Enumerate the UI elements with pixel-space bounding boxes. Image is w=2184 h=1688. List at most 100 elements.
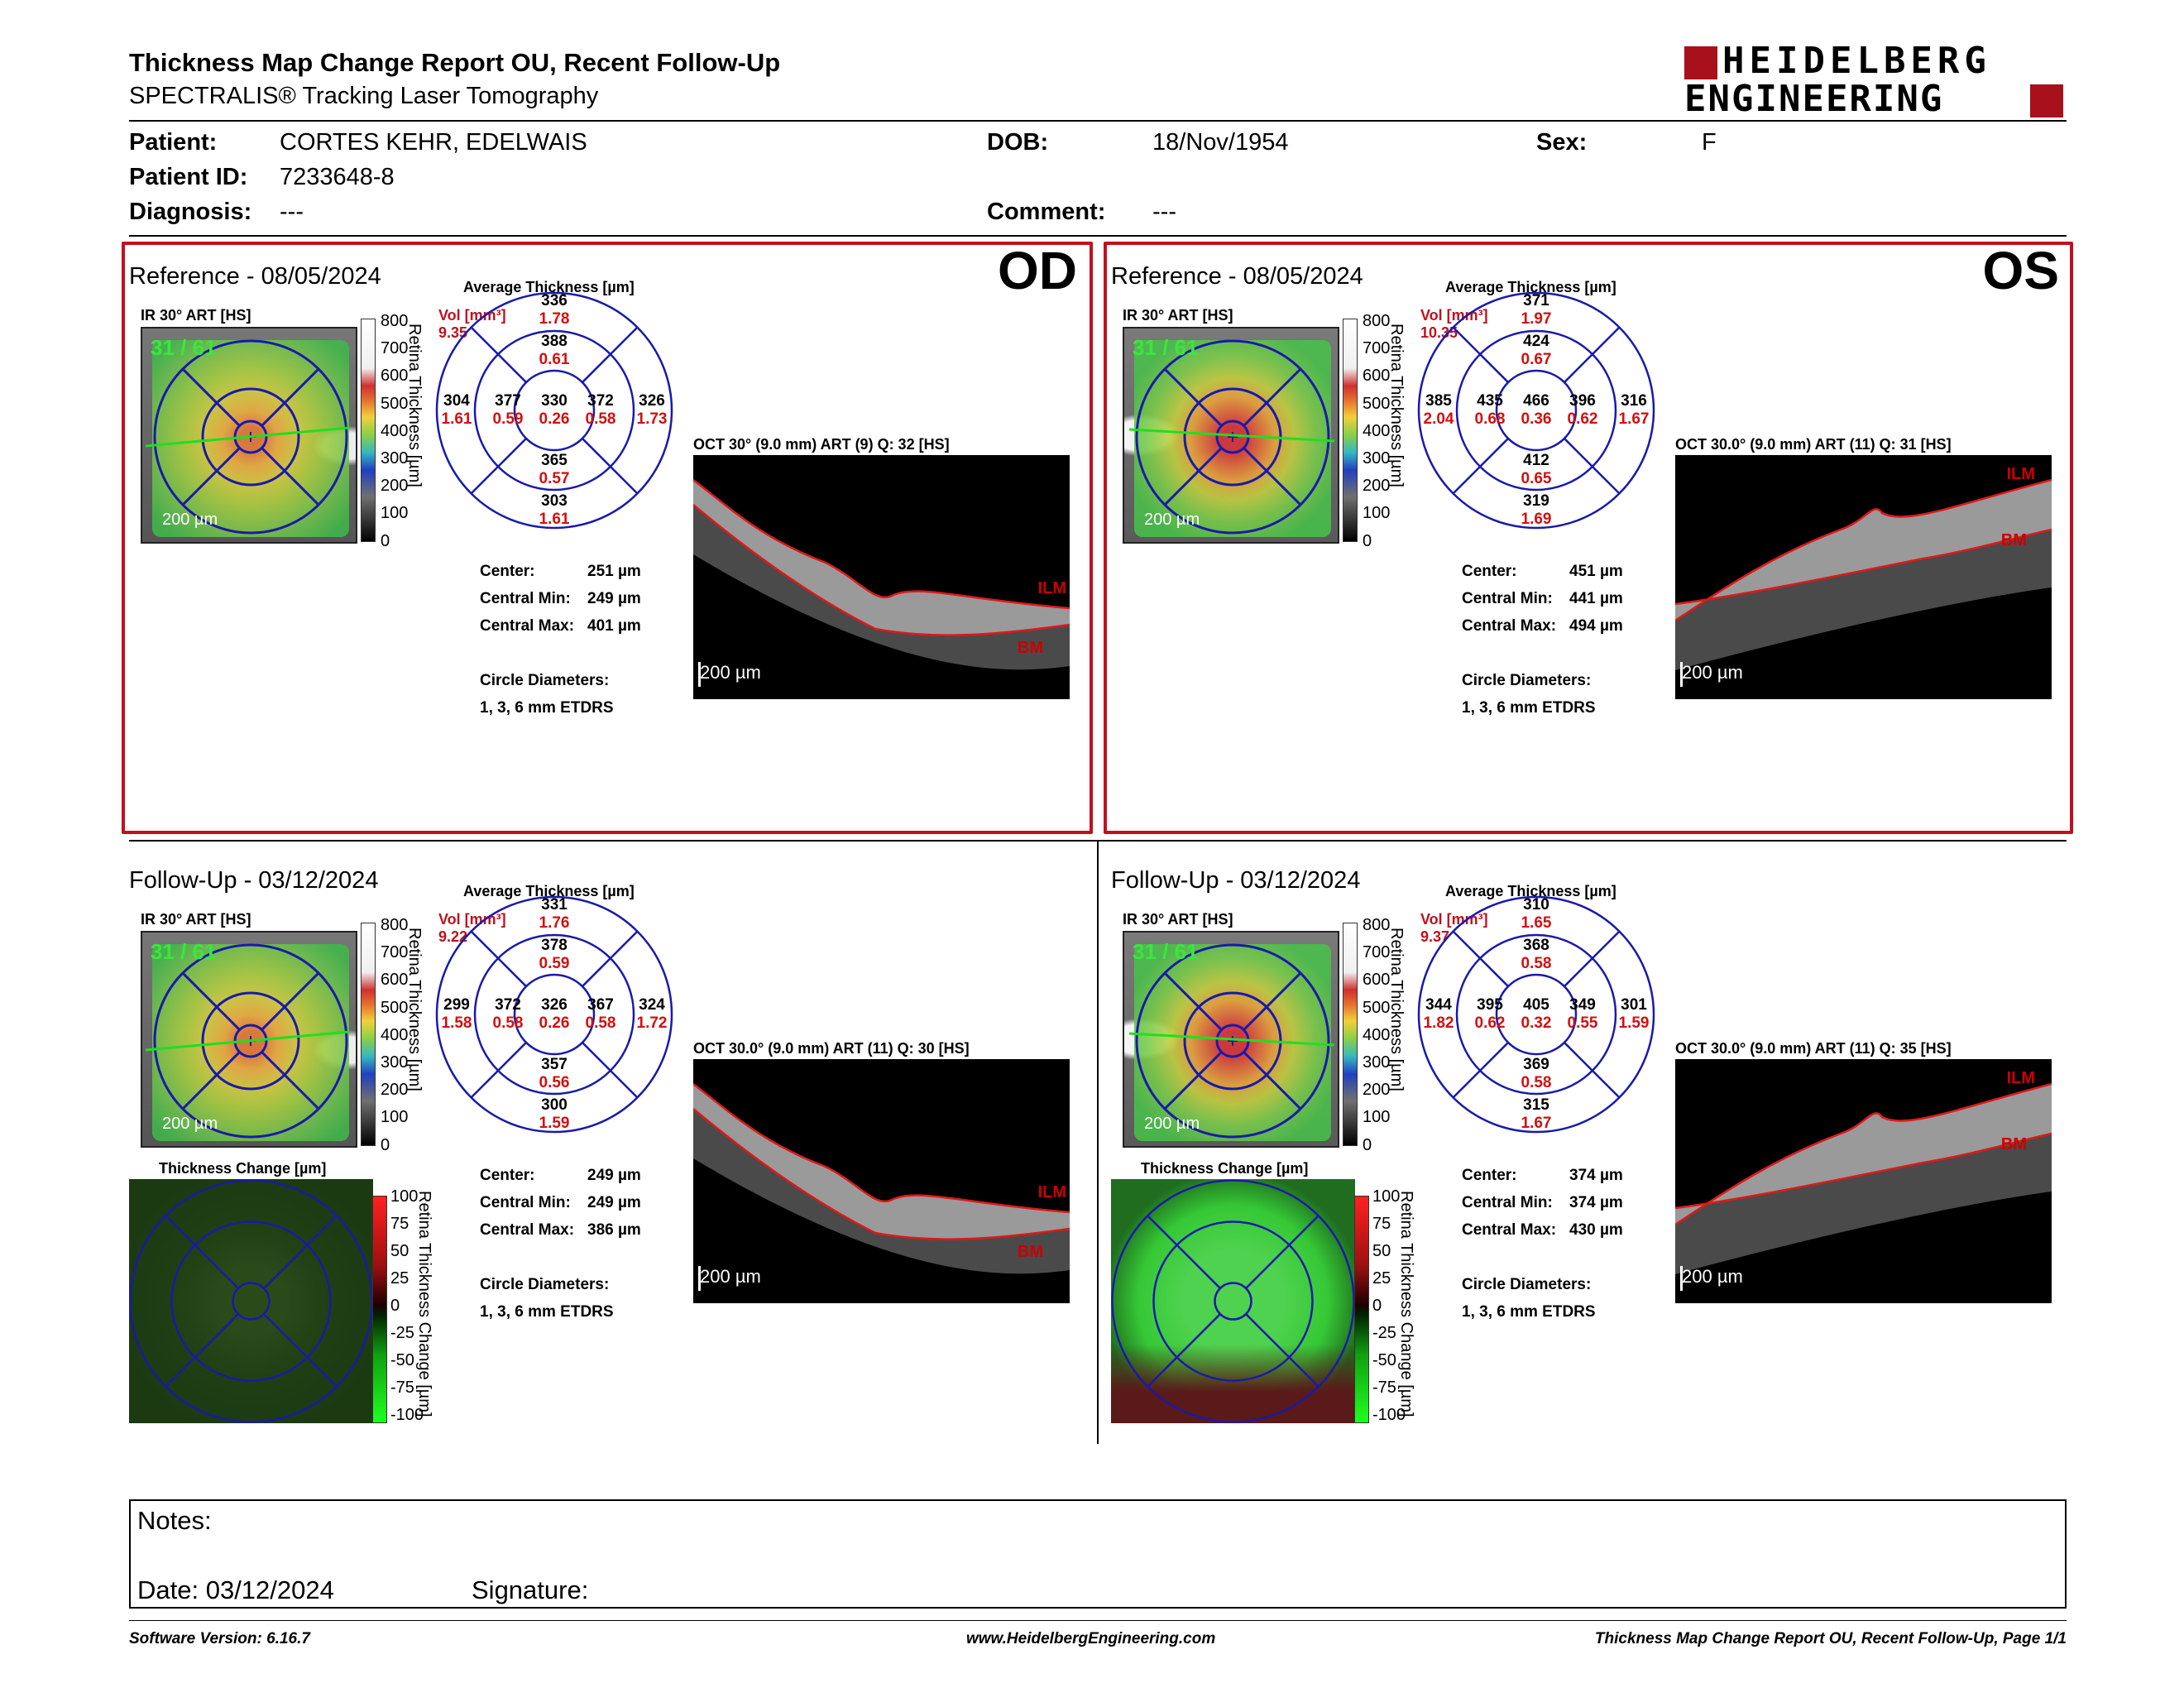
sector-volume: 1.78 xyxy=(539,310,570,328)
sector-thickness: 299 xyxy=(443,996,470,1014)
colorbar-tick: 800 xyxy=(1363,916,1391,934)
central-max-label: Central Max: xyxy=(1462,617,1557,635)
od_fu-fundus-image[interactable]: 31 / 61 200 µm xyxy=(141,931,357,1148)
retina-layer xyxy=(1675,480,2052,621)
sector-volume: 0.58 xyxy=(585,1014,616,1032)
change-etdrs-overlay xyxy=(129,1179,373,1423)
od_ref-oct-bscan[interactable]: ILM BM 200 µm xyxy=(693,455,1070,699)
etdrs-spoke xyxy=(1163,1051,1223,1110)
sector-thickness: 371 xyxy=(1523,292,1549,309)
colorbar-tick: 300 xyxy=(381,449,409,468)
sector-volume: 2.04 xyxy=(1423,410,1454,428)
sector-volume: 0.58 xyxy=(585,410,616,428)
ilm-line xyxy=(1675,1082,2052,1226)
sector-on: 344 1.82 xyxy=(1414,996,1463,1033)
center-label: Center: xyxy=(1462,563,1517,580)
logo-square-bottom xyxy=(2030,84,2063,117)
sector-thickness: 412 xyxy=(1523,452,1549,469)
sector-in: 395 0.62 xyxy=(1465,996,1515,1033)
ir-label: IR 30° ART [HS] xyxy=(141,911,251,928)
oct-scale-bar xyxy=(1680,1266,1683,1291)
colorbar-tick: 700 xyxy=(1363,339,1391,358)
change-colorbar-tick: 50 xyxy=(390,1242,410,1260)
etdrs-spoke xyxy=(1243,971,1302,1031)
center-label: Center: xyxy=(1462,1167,1517,1184)
vol-label: Vol [mm³] xyxy=(1420,307,1488,324)
os_ref-oct-bscan[interactable]: ILM BM 200 µm xyxy=(1675,455,2052,699)
os_fu-fundus-image[interactable]: 31 / 61 200 µm xyxy=(1123,931,1339,1148)
od_ref-fundus-image[interactable]: 31 / 61 200 µm xyxy=(141,327,357,544)
sex-value: F xyxy=(1702,129,1717,156)
etdrs-spoke xyxy=(261,367,320,427)
etdrs-ring xyxy=(153,943,348,1139)
etdrs-chart-spoke xyxy=(470,1042,527,1099)
ir-label: IR 30° ART [HS] xyxy=(141,307,251,324)
central-max-label: Central Max: xyxy=(480,617,575,635)
notes-label: Notes: xyxy=(137,1506,212,1535)
choroid-layer xyxy=(693,1109,1070,1274)
etdrs-chart-ring xyxy=(1455,329,1617,492)
os_fu-oct-bscan[interactable]: ILM BM 200 µm xyxy=(1675,1059,2052,1303)
sector-otm: 326 1.73 xyxy=(627,392,677,429)
change-colorbar-tick: -50 xyxy=(1372,1351,1396,1369)
etdrs-spoke xyxy=(1163,447,1223,506)
header-rule xyxy=(129,120,2067,122)
colorbar-tick: 700 xyxy=(381,943,409,962)
colorbar-tick: 200 xyxy=(1363,1081,1391,1100)
sector-thickness: 369 xyxy=(1523,1056,1549,1073)
etdrs-chart-ring xyxy=(435,895,673,1134)
change-colorbar-tick: 0 xyxy=(1372,1297,1382,1315)
od_fu-oct-bscan[interactable]: ILM BM 200 µm xyxy=(693,1059,1070,1303)
sector-thickness: 378 xyxy=(541,937,568,954)
center-value: 451 µm xyxy=(1569,563,1623,580)
sector-volume: 0.62 xyxy=(1474,1014,1506,1032)
dob-value: 18/Nov/1954 xyxy=(1152,129,1289,156)
etdrs-ring xyxy=(201,991,300,1091)
od_fu-thickness-change-map[interactable] xyxy=(129,1179,373,1423)
eye-divider xyxy=(1097,840,1099,1444)
thickness-colorbar xyxy=(1343,319,1358,542)
colorbar-tick: 800 xyxy=(1363,312,1391,330)
colorbar-tick: 400 xyxy=(381,1025,409,1044)
notes-box[interactable]: Notes: Date: 03/12/2024 Signature: xyxy=(129,1499,2067,1609)
os_fu-thickness-change-map[interactable] xyxy=(1111,1179,1355,1423)
change-etdrs-ring xyxy=(129,1179,373,1423)
bm-label: BM xyxy=(2000,1135,2027,1153)
bm-label: BM xyxy=(2000,531,2027,549)
change-colorbar xyxy=(1354,1196,1369,1423)
colorbar-tick: 200 xyxy=(381,1081,409,1100)
bm-line xyxy=(693,1108,1070,1240)
os_ref-fundus-image[interactable]: 31 / 61 200 µm xyxy=(1123,327,1339,544)
colorbar-tick: 0 xyxy=(381,531,390,550)
thickness-colorbar xyxy=(361,319,376,542)
center-value: 374 µm xyxy=(1569,1167,1623,1184)
change-colorbar-tick: -100 xyxy=(1372,1406,1406,1424)
colorbar-tick: 400 xyxy=(1363,1025,1391,1044)
website-link[interactable]: www.HeidelbergEngineering.com xyxy=(966,1630,1216,1647)
sector-thickness: 357 xyxy=(541,1056,568,1073)
signature-label: Signature: xyxy=(472,1575,589,1604)
center-label: Center: xyxy=(480,1167,535,1184)
ilm-label: ILM xyxy=(1037,579,1066,597)
diagnosis-value: --- xyxy=(280,199,304,225)
sector-thickness: 303 xyxy=(541,492,568,510)
avg-thickness-title: Average Thickness [µm] xyxy=(1445,883,1616,899)
change-etdrs-spoke xyxy=(165,1215,239,1289)
sector-oi: 315 1.67 xyxy=(1511,1096,1561,1133)
sector-thickness: 304 xyxy=(443,392,470,410)
change-etdrs-ring xyxy=(1111,1179,1355,1423)
etdrs-chart-ring xyxy=(473,329,635,492)
etdrs-chart-ring xyxy=(435,291,673,530)
etdrs-chart xyxy=(435,291,673,530)
oct-label: OCT 30.0° (9.0 mm) ART (11) Q: 35 [HS] xyxy=(1675,1040,1952,1057)
central-min-label: Central Min: xyxy=(1462,590,1553,607)
central-max-value: 401 µm xyxy=(587,617,641,635)
sector-volume: 1.59 xyxy=(539,1115,570,1132)
sector-thickness: 315 xyxy=(1523,1096,1549,1114)
sector-it: 424 0.67 xyxy=(1511,333,1561,369)
oct-tissue xyxy=(1675,1082,2052,1274)
circle-diameters-value: 1, 3, 6 mm ETDRS xyxy=(1462,699,1596,717)
sector-volume: 0.68 xyxy=(1474,410,1506,428)
etdrs-ring xyxy=(1135,943,1330,1139)
change-etdrs-spoke xyxy=(1147,1215,1221,1289)
